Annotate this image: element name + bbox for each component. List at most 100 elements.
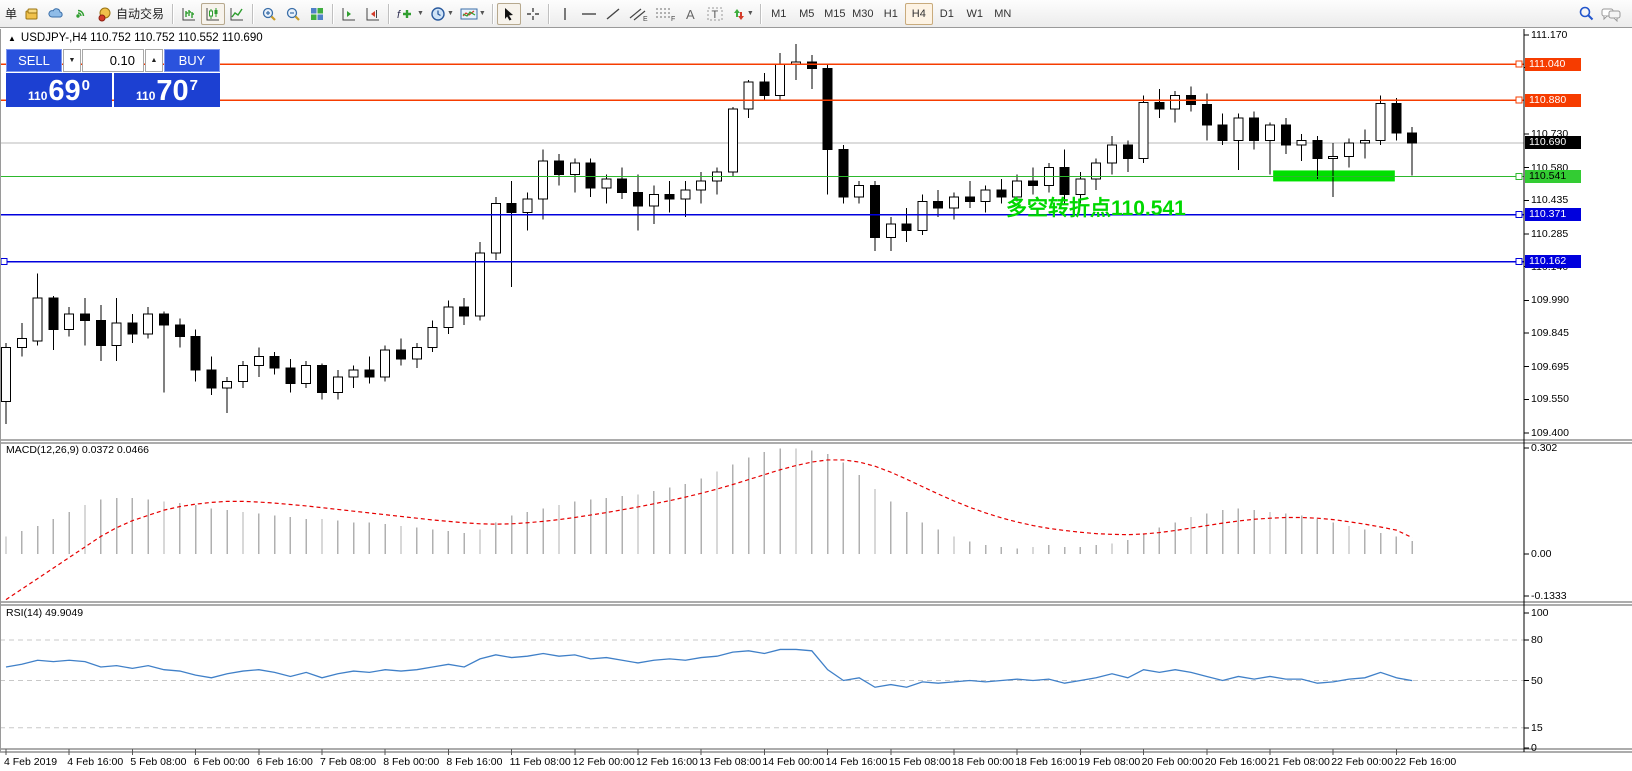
tf-h4[interactable]: H4 bbox=[904, 2, 933, 25]
text-icon[interactable]: A bbox=[679, 3, 703, 25]
dropdown-arrow-icon: ▼ bbox=[478, 10, 486, 17]
one-click-trading-panel: SELL ▼ 0.10 ▲ BUY 110 69 0 110 70 7 bbox=[6, 49, 220, 107]
tf-m15[interactable]: M15 bbox=[824, 7, 846, 20]
candle-bearish bbox=[1059, 167, 1070, 196]
candle-bullish bbox=[775, 63, 786, 97]
candle-bullish bbox=[1107, 144, 1117, 164]
line-drag-handle[interactable] bbox=[1515, 60, 1523, 68]
tf-w1[interactable]: W1 bbox=[966, 7, 984, 20]
pane-separators[interactable] bbox=[0, 29, 1632, 755]
cursor-icon[interactable] bbox=[496, 2, 521, 25]
candle-bearish bbox=[317, 365, 327, 394]
tf-m5[interactable]: M5 bbox=[799, 7, 815, 20]
community-cloud-icon[interactable] bbox=[44, 3, 68, 25]
candle-bearish bbox=[617, 178, 628, 193]
signals-icon[interactable] bbox=[68, 3, 92, 25]
candle-bearish bbox=[364, 369, 375, 378]
candle-bullish bbox=[143, 313, 154, 335]
candle-bearish bbox=[1391, 103, 1402, 134]
candle-bullish bbox=[222, 380, 233, 389]
rsi-line bbox=[5, 648, 1413, 688]
tf-h1[interactable]: H1 bbox=[883, 7, 898, 20]
search-icon[interactable] bbox=[1574, 3, 1598, 25]
tile-windows-icon[interactable] bbox=[305, 3, 329, 25]
templates-icon[interactable]: ▼ bbox=[457, 3, 489, 25]
tf-m1[interactable]: M1 bbox=[771, 7, 787, 20]
candle-bullish bbox=[743, 81, 754, 110]
line-drag-handle[interactable] bbox=[1515, 211, 1523, 219]
chat-icon[interactable] bbox=[1598, 3, 1624, 25]
fibonacci-icon[interactable]: F bbox=[651, 3, 679, 25]
autotrading-button[interactable]: 自动交易 bbox=[92, 3, 169, 25]
svg-text:F: F bbox=[671, 16, 675, 22]
trendline-icon[interactable] bbox=[601, 3, 625, 25]
text-label-icon[interactable]: T bbox=[703, 3, 727, 25]
collapse-triangle-icon[interactable]: ▲ bbox=[8, 33, 16, 43]
candle-bullish bbox=[1265, 124, 1275, 142]
line-drag-handle[interactable] bbox=[1515, 172, 1523, 180]
line-chart-icon[interactable] bbox=[225, 3, 249, 25]
candle-bearish bbox=[964, 196, 975, 202]
buy-price-big: 70 bbox=[156, 75, 189, 107]
tf-d1[interactable]: D1 bbox=[939, 7, 954, 20]
candle-bullish bbox=[475, 252, 485, 317]
new-order-icon[interactable] bbox=[20, 3, 44, 25]
toolbar-separator bbox=[172, 3, 175, 24]
indicators-icon[interactable]: f ▼ bbox=[393, 3, 427, 25]
svg-text:f: f bbox=[397, 9, 401, 21]
candle-bullish bbox=[569, 162, 580, 175]
candle-bearish bbox=[1407, 132, 1418, 144]
candle-bullish bbox=[253, 356, 264, 367]
volume-input[interactable]: 0.10 bbox=[82, 49, 144, 72]
vertical-line-icon[interactable] bbox=[553, 3, 577, 25]
toolbar: 单 自动交易 bbox=[0, 0, 1632, 28]
line-drag-handle[interactable] bbox=[1515, 96, 1523, 104]
candle-bullish bbox=[16, 338, 27, 349]
chart-shift-icon[interactable] bbox=[361, 3, 385, 25]
candle-bearish bbox=[174, 324, 185, 337]
bar-chart-icon[interactable] bbox=[177, 3, 201, 25]
toolbar-separator bbox=[388, 3, 391, 24]
tf-m30[interactable]: M30 bbox=[852, 7, 874, 20]
periods-clock-icon[interactable]: ▼ bbox=[427, 3, 457, 25]
candle-bullish bbox=[111, 322, 122, 346]
candle-bearish bbox=[996, 189, 1007, 198]
crosshair-icon[interactable] bbox=[521, 3, 545, 25]
candle-bullish bbox=[1012, 180, 1023, 198]
arrows-tool-icon[interactable]: ▼ bbox=[727, 3, 757, 25]
buy-price-panel[interactable]: 110 70 7 bbox=[114, 73, 220, 107]
candle-bearish bbox=[585, 162, 596, 189]
candle-bearish bbox=[664, 194, 675, 200]
candle-bearish bbox=[1280, 124, 1291, 146]
macd-label: MACD(12,26,9) 0.0372 0.0466 bbox=[6, 444, 150, 456]
svg-text:T: T bbox=[711, 9, 718, 21]
auto-scroll-icon[interactable] bbox=[337, 3, 361, 25]
toolbar-separator bbox=[252, 3, 255, 24]
pivot-annotation-text[interactable]: 多空转折点110.541 bbox=[1006, 197, 1186, 220]
zoom-in-icon[interactable] bbox=[257, 3, 281, 25]
new-order-label[interactable]: 单 bbox=[5, 7, 18, 21]
buy-button[interactable]: BUY bbox=[164, 49, 220, 72]
line-drag-handle[interactable] bbox=[0, 258, 8, 266]
sell-button[interactable]: SELL bbox=[6, 49, 62, 72]
horizontal-lines-layer[interactable] bbox=[0, 60, 1524, 266]
zoom-out-icon[interactable] bbox=[281, 3, 305, 25]
candle-bullish bbox=[238, 365, 248, 382]
line-drag-handle[interactable] bbox=[1515, 258, 1523, 266]
autotrading-label: 自动交易 bbox=[116, 7, 165, 21]
toolbar-separator bbox=[759, 3, 762, 24]
candlestick-chart-icon[interactable] bbox=[201, 2, 226, 25]
candle-bullish bbox=[443, 306, 454, 328]
volume-decrease-button[interactable]: ▼ bbox=[63, 49, 81, 72]
volume-increase-button[interactable]: ▲ bbox=[145, 49, 163, 72]
horizontal-line-icon[interactable] bbox=[577, 3, 601, 25]
candle-bearish bbox=[870, 185, 880, 238]
candle-bearish bbox=[1201, 104, 1212, 126]
candle-bullish bbox=[411, 347, 422, 360]
candle-bullish bbox=[1170, 95, 1181, 110]
tf-mn[interactable]: MN bbox=[994, 7, 1012, 20]
equidistant-channel-icon[interactable]: E bbox=[625, 3, 651, 25]
sell-price-panel[interactable]: 110 69 0 bbox=[6, 73, 112, 107]
candle-bearish bbox=[48, 297, 59, 331]
